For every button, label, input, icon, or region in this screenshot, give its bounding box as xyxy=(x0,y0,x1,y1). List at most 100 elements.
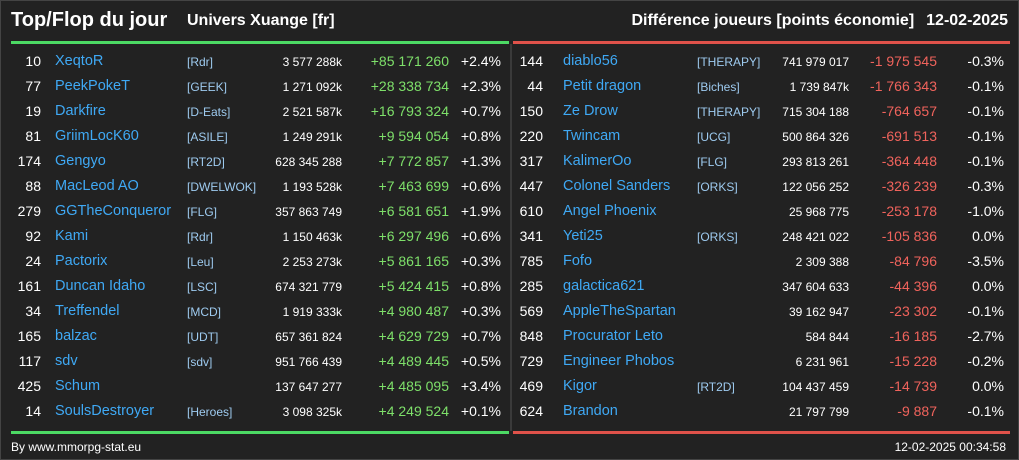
flop-row: 44 Petit dragon [Biches] 1 739 847k -1 766 3… xyxy=(513,74,1010,99)
rank-cell: 161 xyxy=(17,278,41,294)
percent-cell: -0.1% xyxy=(967,128,1004,144)
percent-cell: +0.5% xyxy=(460,353,501,369)
player-name-link[interactable]: diablo56 xyxy=(563,53,618,69)
alliance-tag[interactable]: [FLG] xyxy=(187,205,218,219)
player-name-link[interactable]: Petit dragon xyxy=(563,78,642,94)
top-row: 14 SoulsDestroyer [Heroes] 3 098 325k +4 249… xyxy=(11,399,509,424)
player-name-link[interactable]: GGTheConqueror xyxy=(55,203,172,219)
player-name-link[interactable]: Schum xyxy=(55,378,101,394)
rank-cell: 285 xyxy=(519,278,543,294)
player-name-link[interactable]: XeqtoR xyxy=(55,53,104,69)
player-name-link[interactable]: SoulsDestroyer xyxy=(55,403,155,419)
alliance-tag[interactable]: [DWELWOK] xyxy=(187,180,257,194)
player-name-link[interactable]: Darkfire xyxy=(55,103,106,119)
flop-row: 569 AppleTheSpartan 39 162 947 -23 302 -0.1% xyxy=(513,299,1010,324)
top-row: 425 Schum 137 647 277 +4 485 095 +3.4% xyxy=(11,374,509,399)
alliance-tag[interactable]: [Biches] xyxy=(697,80,740,94)
player-name-link[interactable]: galactica621 xyxy=(563,278,645,294)
flop-row: 469 Kigor [RT2D] 104 437 459 -14 739 0.0% xyxy=(513,374,1010,399)
alliance-tag[interactable]: [FLG] xyxy=(697,155,728,169)
percent-cell: -0.3% xyxy=(967,178,1004,194)
difference-cell: -764 657 xyxy=(881,103,937,119)
alliance-tag[interactable]: [D-Eats] xyxy=(187,105,231,119)
rank-cell: 174 xyxy=(17,153,41,169)
source-credit: By www.mmorpg-stat.eu xyxy=(11,440,142,454)
alliance-tag[interactable]: [THERAPY] xyxy=(697,105,761,119)
difference-cell: +7 772 857 xyxy=(378,153,449,169)
alliance-tag[interactable]: [Rdr] xyxy=(187,230,214,244)
player-name-link[interactable]: Duncan Idaho xyxy=(55,278,146,294)
player-name-link[interactable]: Brandon xyxy=(563,403,618,419)
player-name-link[interactable]: KalimerOo xyxy=(563,153,632,169)
rank-cell: 610 xyxy=(519,203,543,219)
alliance-tag[interactable]: [sdv] xyxy=(187,355,213,369)
player-name-link[interactable]: Fofo xyxy=(563,253,593,269)
alliance-tag[interactable]: [MCD] xyxy=(187,305,221,319)
top-row: 279 GGTheConqueror [FLG] 357 863 749 +6 581 … xyxy=(11,199,509,224)
player-name-link[interactable]: balzac xyxy=(55,328,97,344)
alliance-tag[interactable]: [LSC] xyxy=(187,280,218,294)
player-name-link[interactable]: Ze Drow xyxy=(563,103,618,119)
player-name-link[interactable]: Twincam xyxy=(563,128,621,144)
alliance-tag[interactable]: [ORKS] xyxy=(697,180,738,194)
alliance-tag[interactable]: [UCG] xyxy=(697,130,731,144)
player-name-link[interactable]: Treffendel xyxy=(55,303,120,319)
flop-players-list: 144 diablo56 [THERAPY] 741 979 017 -1 975 54… xyxy=(513,49,1010,424)
player-name-link[interactable]: Kigor xyxy=(563,378,597,394)
metric-label: Différence joueurs [points économie] xyxy=(631,12,915,29)
difference-cell: -364 448 xyxy=(881,153,937,169)
alliance-tag[interactable]: [GEEK] xyxy=(187,80,228,94)
difference-cell: +6 581 651 xyxy=(378,203,449,219)
rank-cell: 317 xyxy=(519,153,543,169)
difference-cell: +16 793 324 xyxy=(370,103,449,119)
player-name-link[interactable]: Procurator Leto xyxy=(563,328,663,344)
flop-row: 447 Colonel Sanders [ORKS] 122 056 252 -326 … xyxy=(513,174,1010,199)
player-name-link[interactable]: Pactorix xyxy=(55,253,108,269)
difference-cell: -84 796 xyxy=(889,253,937,269)
alliance-tag[interactable]: [Heroes] xyxy=(187,405,233,419)
alliance-tag[interactable]: [RT2D] xyxy=(697,380,735,394)
percent-cell: -1.0% xyxy=(967,203,1004,219)
alliance-tag[interactable]: [ORKS] xyxy=(697,230,738,244)
difference-cell: -16 185 xyxy=(889,328,937,344)
top-divider-red xyxy=(513,41,1010,44)
player-name-link[interactable]: Angel Phoenix xyxy=(563,203,657,219)
player-name-link[interactable]: Gengyo xyxy=(55,153,106,169)
top-row: 88 MacLeod AO [DWELWOK] 1 193 528k +7 463 69… xyxy=(11,174,509,199)
player-name-link[interactable]: MacLeod AO xyxy=(55,178,139,194)
player-name-link[interactable]: PeekPokeT xyxy=(55,78,130,94)
alliance-tag[interactable]: [THERAPY] xyxy=(697,55,761,69)
points-cell: 2 309 388 xyxy=(795,255,849,269)
alliance-tag[interactable]: [ASILE] xyxy=(187,130,228,144)
top-row: 10 XeqtoR [Rdr] 3 577 288k +85 171 260 +2.4% xyxy=(11,49,509,74)
rank-cell: 34 xyxy=(25,303,41,319)
rank-cell: 144 xyxy=(519,53,543,69)
top-row: 81 GriimLocK60 [ASILE] 1 249 291k +9 594 054… xyxy=(11,124,509,149)
alliance-tag[interactable]: [UDT] xyxy=(187,330,219,344)
difference-cell: -44 396 xyxy=(889,278,937,294)
player-name-link[interactable]: Yeti25 xyxy=(563,228,603,244)
player-name-link[interactable]: Kami xyxy=(55,228,89,244)
rank-cell: 117 xyxy=(18,353,41,369)
rank-cell: 624 xyxy=(519,403,543,419)
difference-cell: -9 887 xyxy=(897,403,937,419)
player-name-link[interactable]: GriimLocK60 xyxy=(55,128,139,144)
rank-cell: 92 xyxy=(25,228,41,244)
points-cell: 1 739 847k xyxy=(789,80,849,94)
player-name-link[interactable]: Colonel Sanders xyxy=(563,178,671,194)
points-cell: 1 249 291k xyxy=(282,130,342,144)
player-name-link[interactable]: AppleTheSpartan xyxy=(563,303,676,319)
points-cell: 715 304 188 xyxy=(782,105,849,119)
player-name-link[interactable]: sdv xyxy=(55,353,78,369)
alliance-tag[interactable]: [Leu] xyxy=(187,255,214,269)
bottom-divider-green xyxy=(11,431,509,434)
alliance-tag[interactable]: [RT2D] xyxy=(187,155,225,169)
alliance-tag[interactable]: [Rdr] xyxy=(187,55,214,69)
points-cell: 3 098 325k xyxy=(282,405,342,419)
points-cell: 657 361 824 xyxy=(275,330,342,344)
points-cell: 584 844 xyxy=(805,330,849,344)
top-row: 165 balzac [UDT] 657 361 824 +4 629 729 +0.7% xyxy=(11,324,509,349)
difference-cell: -253 178 xyxy=(881,203,937,219)
player-name-link[interactable]: Engineer Phobos xyxy=(563,353,675,369)
